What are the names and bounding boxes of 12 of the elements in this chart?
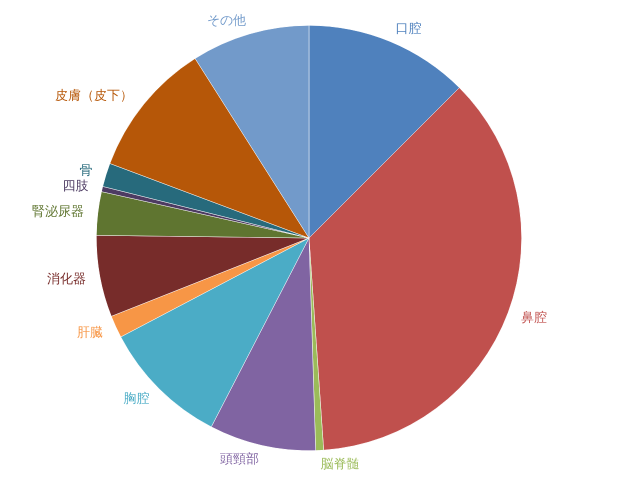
slice-label: その他 [206, 13, 246, 28]
slice-label: 胸腔 [123, 392, 150, 407]
slice-label: 皮膚（皮下） [55, 88, 134, 104]
slice-label: 口腔 [396, 22, 422, 37]
slice-label: 肝臓 [77, 326, 104, 341]
slice-label: 骨 [80, 164, 93, 179]
slice-label: 頭頸部 [220, 452, 259, 467]
slice-label: 四肢 [62, 178, 89, 194]
slice-label: 消化器 [47, 272, 86, 288]
slice-label: 鼻腔 [521, 310, 548, 326]
slice-label: 腎泌尿器 [32, 204, 84, 220]
slice-label: 脳脊髄 [320, 457, 360, 472]
